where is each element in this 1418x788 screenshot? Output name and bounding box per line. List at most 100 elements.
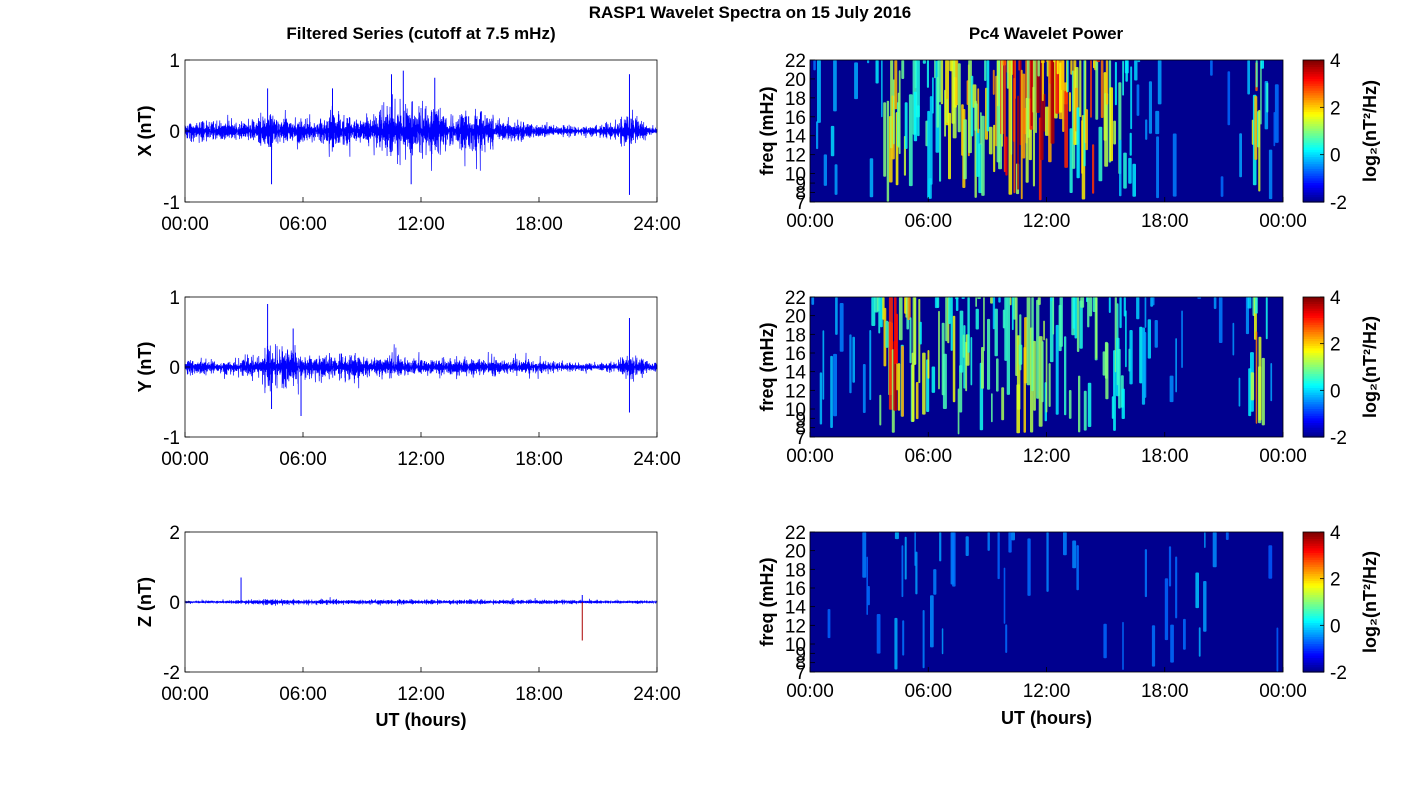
x-wavelet-xtick-label: 00:00 [786, 211, 834, 232]
y-wavelet-power-streak [1004, 297, 1008, 361]
x-wavelet-power-streak [1157, 60, 1162, 105]
z-wavelet-colorbar-tick-label: 2 [1330, 570, 1341, 591]
y-wavelet-xtick-label: 00:00 [1259, 446, 1307, 467]
x-wavelet-ytick-label: 8 [795, 184, 806, 205]
y-wavelet-colorbar-segment [1303, 339, 1324, 342]
y-wavelet-power-streak [1089, 297, 1093, 317]
z-wavelet-ylabel: freq (mHz) [757, 557, 777, 646]
y-wavelet-power-streak [1102, 351, 1106, 376]
y-wavelet-ytick-label: 20 [785, 307, 806, 328]
z-wavelet-colorbar-segment [1303, 567, 1324, 570]
x-wavelet-power-streak [1105, 60, 1109, 105]
x-wavelet-power-streak [1068, 92, 1071, 112]
y-wavelet-power-streak [1087, 382, 1092, 427]
x-wavelet-colorbar-segment [1303, 93, 1324, 97]
y-wavelet-colorbar-segment [1303, 320, 1324, 324]
z-wavelet-ytick-label: 7 [795, 663, 806, 684]
z-wavelet-power-streak [902, 620, 905, 656]
x-wavelet-power-streak [1037, 60, 1040, 77]
z-wavelet-ytick-label: 8 [795, 654, 806, 675]
x-wavelet-colorbar-segment [1303, 180, 1324, 184]
x-series-xtick-label: 24:00 [633, 214, 681, 235]
y-wavelet-power-streak [811, 297, 815, 305]
z-wavelet-colorbar-segment [1303, 646, 1324, 650]
x-wavelet-power-streak [1274, 84, 1279, 143]
z-wavelet-colorbar-segment [1303, 581, 1324, 584]
y-wavelet-power-streak [948, 297, 951, 324]
x-wavelet-ytick-label: 20 [785, 70, 806, 91]
y-wavelet-power-streak [987, 318, 991, 390]
z-wavelet-ytick-label: 18 [785, 560, 806, 581]
z-wavelet-colorbar-segment [1303, 590, 1324, 594]
x-wavelet-colorbar-segment [1303, 107, 1324, 111]
x-wavelet-ytick-label: 16 [785, 108, 806, 129]
x-wavelet-colorbar-segment [1303, 199, 1324, 203]
y-wavelet-power-streak [1118, 348, 1121, 409]
x-wavelet-power-streak [1132, 163, 1136, 197]
x-wavelet-colorbar-segment [1303, 114, 1324, 118]
z-series-xtick-label: 12:00 [397, 684, 445, 705]
x-wavelet-power-streak [834, 164, 838, 195]
x-wavelet-power-streak [1090, 60, 1092, 118]
x-wavelet-colorbar-segment [1303, 154, 1324, 158]
y-wavelet-colorbar-tick-label: 0 [1330, 381, 1341, 402]
x-wavelet-ytick-label: 22 [785, 51, 806, 72]
x-wavelet-power-streak [1045, 106, 1049, 136]
y-wavelet-colorbar-segment [1303, 299, 1324, 303]
z-wavelet-colorbar-segment [1303, 599, 1324, 603]
y-wavelet-colorbar-segment [1303, 434, 1324, 438]
x-wavelet-power-streak [883, 102, 887, 177]
y-wavelet-power-streak [1095, 297, 1098, 359]
x-wavelet-colorbar-segment [1303, 142, 1324, 146]
x-wavelet-colorbar-segment [1303, 161, 1324, 165]
x-wavelet-power-streak [901, 60, 905, 79]
z-wavelet-power-streak [997, 532, 1000, 580]
x-wavelet-colorbar-segment [1303, 147, 1324, 151]
z-wavelet-colorbar-segment [1303, 632, 1324, 636]
y-wavelet-power-streak [1006, 297, 1010, 395]
y-wavelet-colorbar-segment [1303, 306, 1324, 310]
z-wavelet-colorbar-segment [1303, 562, 1324, 566]
x-wavelet-power-streak [1032, 60, 1035, 187]
z-wavelet-power-streak [939, 532, 942, 562]
x-wavelet-colorbar-segment [1303, 192, 1324, 196]
y-wavelet-colorbar-segment [1303, 313, 1324, 317]
x-wavelet-power-streak [1062, 60, 1065, 132]
x-wavelet-power-streak [854, 62, 858, 100]
z-wavelet-power-streak [1198, 627, 1201, 657]
x-wavelet-power-streak [1125, 60, 1128, 82]
y-wavelet-power-streak [1048, 363, 1051, 407]
y-wavelet-colorbar-segment [1303, 385, 1324, 389]
x-wavelet-colorbar-segment [1303, 78, 1324, 82]
z-wavelet-power-streak [941, 628, 944, 655]
x-wavelet-colorbar-segment [1303, 100, 1324, 104]
x-wavelet-colorbar-segment [1303, 123, 1324, 127]
y-wavelet-colorbar-segment [1303, 388, 1324, 391]
z-series-trace [184, 597, 658, 606]
x-wavelet-power-streak [894, 60, 898, 110]
x-series-ytick-label: -1 [163, 193, 180, 214]
y-wavelet-power-streak [909, 317, 912, 364]
x-wavelet-power-streak [1260, 60, 1264, 69]
y-wavelet-power-streak [1265, 297, 1268, 340]
y-wavelet-power-streak [835, 297, 838, 335]
y-wavelet-power-streak [1108, 297, 1111, 313]
y-wavelet-ytick-label: 8 [795, 419, 806, 440]
z-wavelet-colorbar-segment [1303, 611, 1324, 615]
y-wavelet-colorbar-tick-label: 2 [1330, 335, 1341, 356]
y-wavelet-power-streak [927, 350, 930, 379]
z-wavelet-power-streak [1144, 549, 1147, 598]
y-wavelet-power-streak [1147, 319, 1151, 359]
z-wavelet-colorbar-segment [1303, 662, 1324, 666]
z-wavelet-power-streak [1183, 618, 1186, 650]
x-wavelet-colorbar-segment [1303, 97, 1324, 101]
y-wavelet-power-streak [952, 315, 956, 403]
y-wavelet-power-streak [959, 365, 963, 413]
x-wavelet-colorbar-segment [1303, 152, 1324, 156]
x-wavelet-colorbar-segment [1303, 157, 1324, 160]
z-wavelet-power-streak [1268, 545, 1273, 579]
z-wavelet-power-streak [1003, 567, 1006, 624]
y-wavelet-power-streak [1143, 332, 1147, 398]
x-wavelet-colorbar-segment [1303, 159, 1324, 163]
z-wavelet-xtick-label: 06:00 [904, 681, 952, 702]
